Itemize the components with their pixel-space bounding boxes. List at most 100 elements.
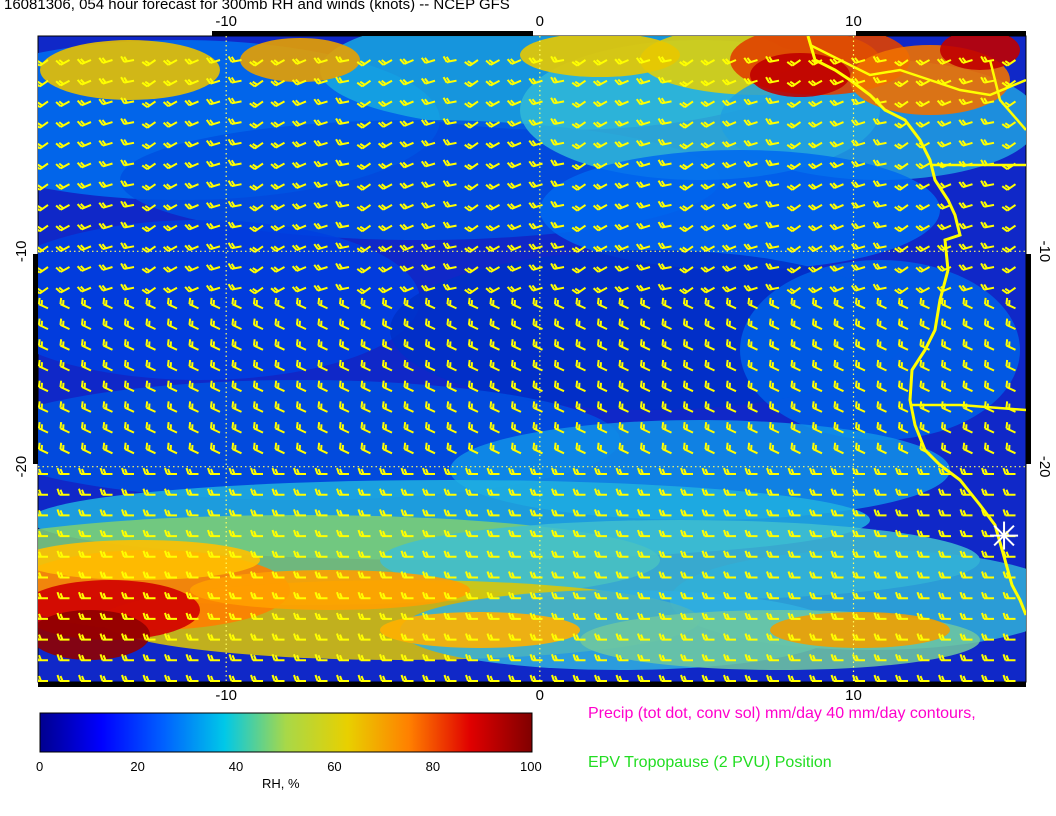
wind-barb [614,161,629,169]
wind-barb [701,488,715,496]
wind-barb [121,633,134,641]
wind-barb [422,509,435,517]
wind-barb [550,283,565,291]
wind-barb [142,633,156,641]
wind-barb [830,488,844,496]
wind-barb [120,118,135,125]
wind-barb [314,467,328,475]
wind-barb [99,488,113,496]
wind-barb [553,339,565,351]
wind-barb [271,633,285,641]
wind-barb [980,200,995,208]
wind-barb [830,571,844,579]
wind-barb [704,401,715,413]
wind-barb [424,359,436,372]
wind-barb [467,442,479,455]
wind-barb [486,571,500,579]
wind-barb [787,488,801,496]
wind-barb [790,359,801,372]
wind-barb [141,162,157,171]
wind-barb [596,359,608,372]
wind-barb [205,119,221,126]
lon-tick-bottom: 0 [536,687,544,704]
wind-barb [209,297,221,310]
wind-barb [442,221,457,229]
wind-barb [314,550,328,558]
wind-barb [99,529,113,538]
wind-barb [399,182,414,190]
wind-barb [958,181,973,189]
wind-barb [1001,183,1017,191]
wind-barb [442,97,457,105]
wind-barb [184,203,199,210]
wind-barb [123,380,135,393]
wind-barb [162,224,178,232]
wind-barb [184,265,199,272]
wind-barb [141,224,157,233]
wind-barb [747,339,758,351]
wind-barb [807,100,823,108]
wind-barb [725,297,737,310]
wind-barb [506,161,522,169]
wind-barb [768,359,780,372]
wind-barb [485,224,500,232]
wind-barb [98,160,113,168]
wind-barb [787,467,801,475]
wind-barb [854,442,866,455]
wind-barb [166,380,178,393]
wind-barb [291,203,307,210]
wind-barb [959,591,973,600]
wind-barb [38,297,49,310]
wind-barb [572,571,586,579]
wind-barb [121,509,134,517]
wind-barb [205,139,221,147]
wind-barb [873,488,887,496]
wind-barb [615,612,629,620]
wind-barb [336,612,349,620]
wind-barb [250,591,263,600]
wind-barb [830,591,844,600]
wind-barb [980,262,995,270]
wind-barb [98,57,113,64]
wind-barb [873,571,887,579]
wind-barb [1005,442,1016,455]
wind-barb [572,612,586,620]
wind-barb [919,297,930,310]
wind-barb [188,297,199,310]
wind-barb [313,160,328,168]
wind-barb [207,550,220,558]
wind-barb [489,442,500,455]
wind-barb [721,223,737,231]
wind-barb [829,99,844,107]
wind-barb [314,633,328,641]
wind-barb [336,571,349,579]
wind-barb [508,612,521,620]
wind-barb [379,571,392,579]
wind-barb [207,653,220,662]
wind-barb [250,612,263,620]
wind-barb [553,359,565,372]
wind-barb [592,162,608,170]
wind-barb [485,79,500,87]
wind-barb [657,262,672,270]
lon-tick-top: -10 [215,13,237,30]
wind-barb [120,200,135,208]
wind-barb [356,245,372,253]
wind-barb [594,653,607,662]
wind-barb [486,653,500,662]
wind-barb [485,266,500,273]
wind-barb [747,401,758,413]
wind-barb [465,571,478,579]
wind-barb [895,674,908,682]
wind-barb [592,266,608,273]
wind-barb [958,284,973,292]
wind-barb [98,139,113,147]
wind-barb [38,286,49,295]
wind-barb [682,297,694,310]
wind-barb [486,550,500,558]
wind-barb [360,339,371,351]
wind-barb [919,380,930,393]
wind-barb [829,78,844,86]
wind-barb [807,224,823,232]
wind-barb [915,100,930,108]
